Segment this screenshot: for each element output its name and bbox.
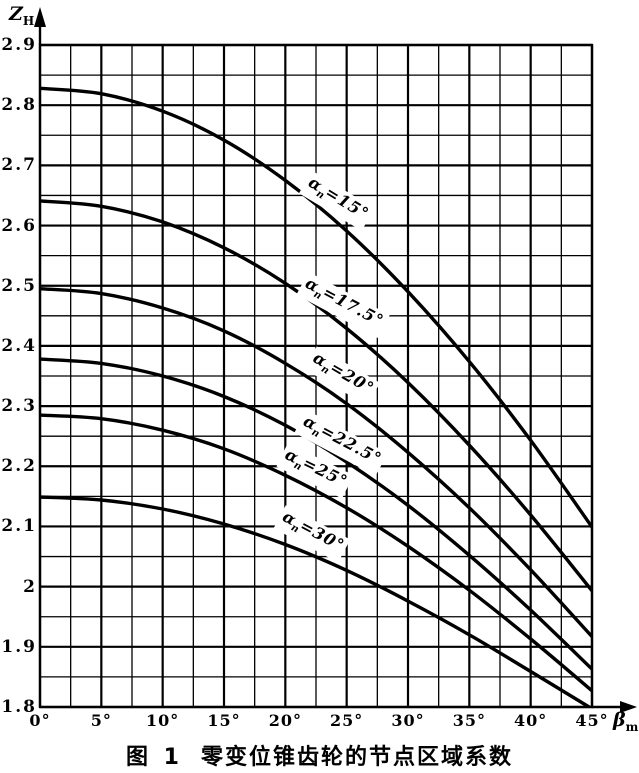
y-axis-arrow-icon [34,7,46,27]
y-tick-label: 2.2 [1,456,37,477]
figure-title: 零变位锥齿轮的节点区域系数 [200,745,513,770]
y-axis-symbol: Z [9,3,23,25]
curve-an-25 [40,413,592,693]
y-axis-subscript: H [22,13,35,28]
x-tick-label: 45° [575,711,609,730]
y-tick-label: 2.9 [1,35,37,55]
y-tick-label: 2.6 [1,215,37,236]
y-tick-label: 2.3 [1,396,37,417]
y-tick-label: 2.8 [1,95,37,116]
x-axis-title: βm [613,709,638,734]
x-tick-label: 10° [146,711,180,730]
y-tick-label: 2.5 [1,275,37,296]
y-tick-label: 1.9 [1,636,37,657]
x-tick-label: 35° [452,711,486,730]
x-axis-subscript: m [625,719,639,734]
x-tick-label: 15° [207,711,241,730]
curve-an-20 [40,287,592,639]
figure-number: 图 1 [126,745,183,770]
curve-an-17.5 [40,199,592,593]
y-tick-label: 1.8 [1,697,37,717]
curve-an-15 [40,86,592,529]
y-axis-title: ZH [9,3,34,28]
x-tick-label: 20° [268,711,302,730]
x-tick-label: 40° [514,711,548,730]
y-tick-label: 2.7 [1,155,37,176]
curve-an-30 [40,495,592,707]
x-tick-label: 30° [391,711,425,730]
x-tick-label: 0° [29,711,51,730]
x-tick-label: 25° [330,711,364,730]
x-tick-label: 5° [90,711,112,730]
y-tick-label: 2.1 [1,516,37,537]
y-tick-label: 2 [23,576,37,597]
plot-border [38,43,594,709]
figure-caption: 图 1 零变位锥齿轮的节点区域系数 [0,739,639,771]
x-axis-symbol: β [613,709,626,731]
x-axis-arrow-icon [620,701,637,713]
y-tick-label: 2.4 [1,335,37,356]
